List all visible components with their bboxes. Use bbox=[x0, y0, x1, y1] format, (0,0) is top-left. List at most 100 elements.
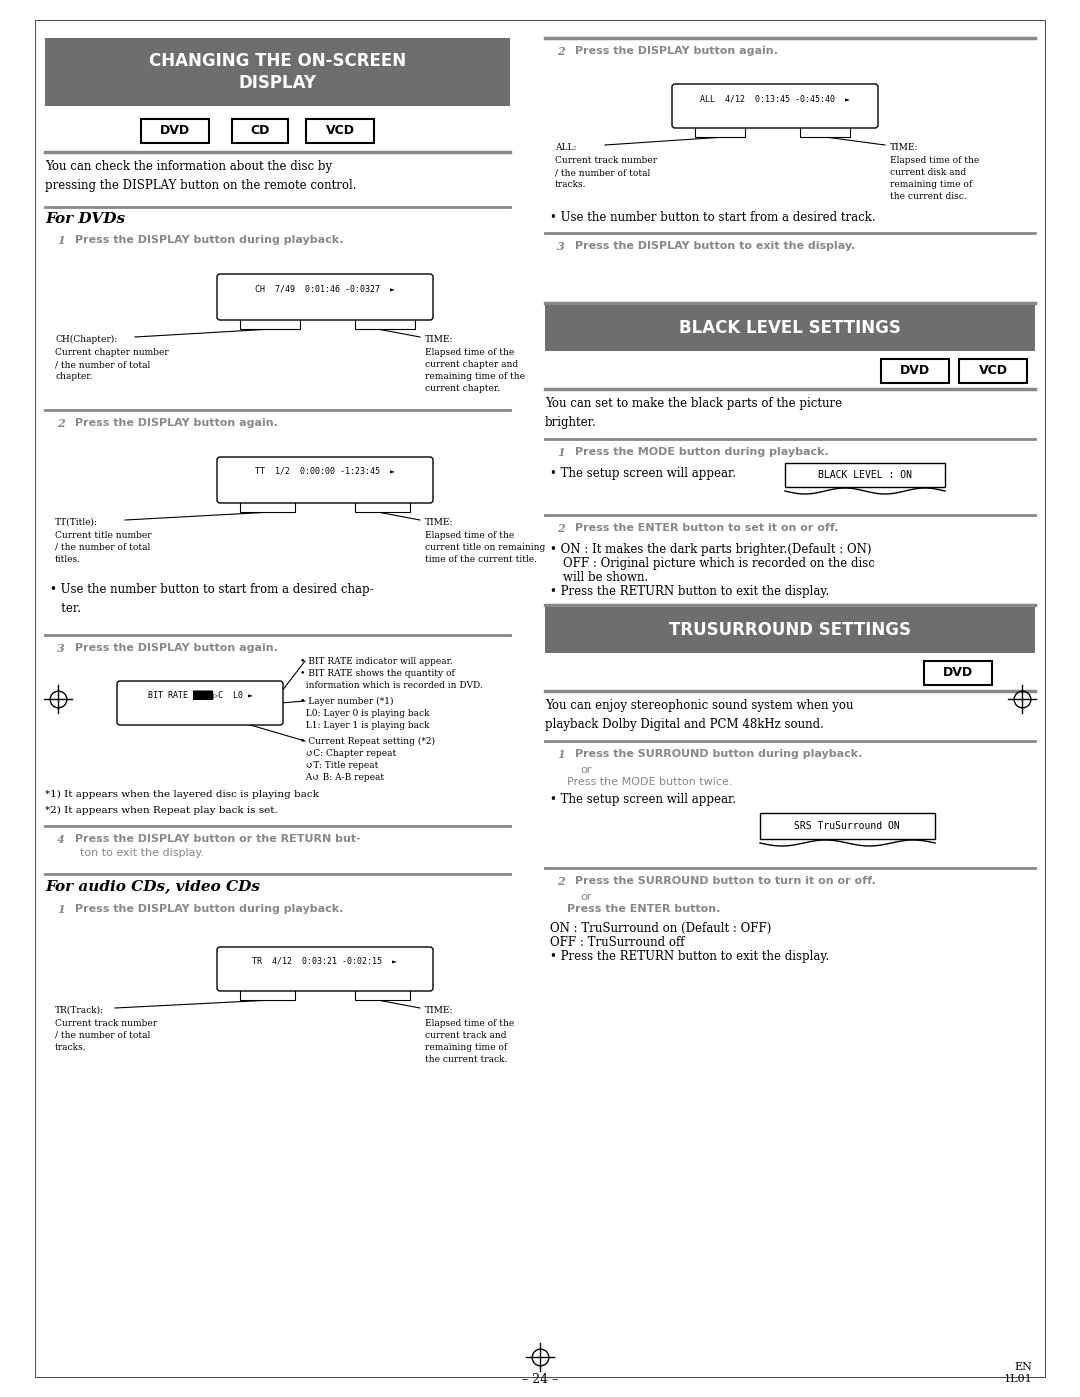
Text: • Press the RETURN button to exit the display.: • Press the RETURN button to exit the di… bbox=[550, 950, 829, 963]
Text: the current track.: the current track. bbox=[426, 1055, 508, 1065]
Text: 1: 1 bbox=[57, 235, 65, 246]
Text: OFF : TruSurround off: OFF : TruSurround off bbox=[550, 936, 685, 949]
Text: L1: Layer 1 is playing back: L1: Layer 1 is playing back bbox=[300, 721, 430, 731]
Text: TRUSURROUND SETTINGS: TRUSURROUND SETTINGS bbox=[669, 622, 912, 638]
Text: Current chapter number: Current chapter number bbox=[55, 348, 168, 358]
Text: current title on remaining: current title on remaining bbox=[426, 543, 545, 552]
Text: • Use the number button to start from a desired chap-
   ter.: • Use the number button to start from a … bbox=[50, 583, 374, 615]
Text: Press the DISPLAY button to exit the display.: Press the DISPLAY button to exit the dis… bbox=[575, 242, 855, 251]
Text: ton to exit the display.: ton to exit the display. bbox=[80, 848, 204, 858]
Text: Press the SURROUND button during playback.: Press the SURROUND button during playbac… bbox=[575, 749, 862, 759]
Text: • Press the RETURN button to exit the display.: • Press the RETURN button to exit the di… bbox=[550, 585, 829, 598]
Text: 2: 2 bbox=[557, 46, 565, 57]
Text: TT(Title):: TT(Title): bbox=[55, 518, 98, 527]
Text: • Layer number (*1): • Layer number (*1) bbox=[300, 697, 393, 705]
Text: Elapsed time of the: Elapsed time of the bbox=[890, 156, 980, 165]
Text: TR(Track):: TR(Track): bbox=[55, 1006, 104, 1016]
Bar bbox=[45, 38, 510, 106]
Bar bbox=[785, 462, 945, 488]
Text: Press the DISPLAY button again.: Press the DISPLAY button again. bbox=[75, 643, 278, 652]
Text: 1: 1 bbox=[557, 447, 565, 458]
FancyBboxPatch shape bbox=[217, 457, 433, 503]
Text: remaining time of: remaining time of bbox=[426, 1044, 508, 1052]
Bar bbox=[240, 317, 300, 330]
Bar bbox=[959, 359, 1027, 383]
Text: Press the DISPLAY button again.: Press the DISPLAY button again. bbox=[575, 46, 778, 56]
Text: ON : TruSurround on (Default : OFF): ON : TruSurround on (Default : OFF) bbox=[550, 922, 771, 935]
Text: • Use the number button to start from a desired track.: • Use the number button to start from a … bbox=[550, 211, 876, 224]
Text: • The setup screen will appear.: • The setup screen will appear. bbox=[550, 467, 737, 481]
Text: DVD: DVD bbox=[943, 666, 973, 679]
Bar bbox=[355, 988, 410, 1000]
Text: CH(Chapter):: CH(Chapter): bbox=[55, 335, 118, 344]
Text: • ON : It makes the dark parts brighter.(Default : ON): • ON : It makes the dark parts brighter.… bbox=[550, 543, 872, 556]
Text: 4: 4 bbox=[57, 834, 65, 845]
Text: Elapsed time of the: Elapsed time of the bbox=[426, 348, 514, 358]
Text: ↺T: Title repeat: ↺T: Title repeat bbox=[300, 761, 378, 770]
Text: Elapsed time of the: Elapsed time of the bbox=[426, 1018, 514, 1028]
Text: You can enjoy stereophonic sound system when you
playback Dolby Digital and PCM : You can enjoy stereophonic sound system … bbox=[545, 698, 853, 731]
Text: Press the DISPLAY button during playback.: Press the DISPLAY button during playback… bbox=[75, 235, 343, 244]
Text: 3: 3 bbox=[57, 643, 65, 654]
Text: Press the DISPLAY button or the RETURN but-: Press the DISPLAY button or the RETURN b… bbox=[75, 834, 361, 844]
Text: Press the ENTER button to set it on or off.: Press the ENTER button to set it on or o… bbox=[575, 522, 838, 534]
Text: Press the MODE button during playback.: Press the MODE button during playback. bbox=[575, 447, 828, 457]
Text: chapter.: chapter. bbox=[55, 372, 93, 381]
Text: 1: 1 bbox=[557, 749, 565, 760]
Text: TIME:: TIME: bbox=[426, 335, 454, 344]
Text: current chapter and: current chapter and bbox=[426, 360, 518, 369]
Text: current chapter.: current chapter. bbox=[426, 384, 500, 393]
Text: Press the DISPLAY button again.: Press the DISPLAY button again. bbox=[75, 418, 278, 427]
Bar bbox=[760, 813, 935, 840]
Text: or: or bbox=[580, 893, 592, 902]
Text: TR  4/12  0:03:21 -0:02:15  ►: TR 4/12 0:03:21 -0:02:15 ► bbox=[253, 957, 397, 965]
Text: • BIT RATE shows the quantity of: • BIT RATE shows the quantity of bbox=[300, 669, 455, 678]
Text: DVD: DVD bbox=[900, 365, 930, 377]
Bar bbox=[924, 661, 993, 685]
Text: Current title number: Current title number bbox=[55, 531, 151, 541]
Text: remaining time of the: remaining time of the bbox=[426, 372, 525, 381]
Text: Current track number: Current track number bbox=[55, 1018, 157, 1028]
Text: ALL:: ALL: bbox=[555, 142, 577, 152]
Text: Current track number: Current track number bbox=[555, 156, 657, 165]
Bar bbox=[881, 359, 949, 383]
Text: • The setup screen will appear.: • The setup screen will appear. bbox=[550, 793, 737, 806]
Text: A↺ B: A-B repeat: A↺ B: A-B repeat bbox=[300, 773, 384, 782]
Text: Press the ENTER button.: Press the ENTER button. bbox=[567, 904, 720, 914]
Text: CHANGING THE ON-SCREEN
DISPLAY: CHANGING THE ON-SCREEN DISPLAY bbox=[149, 52, 406, 92]
Text: VCD: VCD bbox=[978, 365, 1008, 377]
Text: 2: 2 bbox=[557, 522, 565, 534]
Text: ALL  4/12  0:13:45 -0:45:40  ►: ALL 4/12 0:13:45 -0:45:40 ► bbox=[700, 94, 850, 103]
Bar bbox=[355, 500, 410, 511]
Text: Press the DISPLAY button during playback.: Press the DISPLAY button during playback… bbox=[75, 904, 343, 914]
Text: EN
1L01: EN 1L01 bbox=[1003, 1362, 1032, 1384]
FancyBboxPatch shape bbox=[672, 84, 878, 129]
Text: 1: 1 bbox=[57, 904, 65, 915]
Text: TT  1/2  0:00:00 -1:23:45  ►: TT 1/2 0:00:00 -1:23:45 ► bbox=[255, 467, 395, 476]
Text: – 24 –: – 24 – bbox=[522, 1373, 558, 1386]
Text: CD: CD bbox=[251, 124, 270, 137]
Text: current disk and: current disk and bbox=[890, 168, 967, 177]
Text: 2: 2 bbox=[57, 418, 65, 429]
Text: remaining time of: remaining time of bbox=[890, 180, 972, 189]
Text: TIME:: TIME: bbox=[890, 142, 918, 152]
Bar bbox=[545, 608, 1035, 652]
Bar bbox=[545, 305, 1035, 351]
Text: • BIT RATE indicator will appear.: • BIT RATE indicator will appear. bbox=[300, 657, 453, 666]
Text: / the number of total: / the number of total bbox=[55, 1031, 150, 1039]
Text: You can set to make the black parts of the picture
brighter.: You can set to make the black parts of t… bbox=[545, 397, 842, 429]
Text: L0: Layer 0 is playing back: L0: Layer 0 is playing back bbox=[300, 710, 430, 718]
Text: • Current Repeat setting (*2): • Current Repeat setting (*2) bbox=[300, 738, 435, 746]
Text: tracks.: tracks. bbox=[55, 1044, 86, 1052]
Text: the current disc.: the current disc. bbox=[890, 191, 967, 201]
Bar bbox=[800, 124, 850, 137]
Text: tracks.: tracks. bbox=[555, 180, 586, 189]
Text: OFF : Original picture which is recorded on the disc: OFF : Original picture which is recorded… bbox=[563, 557, 875, 570]
Text: 3: 3 bbox=[557, 242, 565, 251]
Text: For audio CDs, video CDs: For audio CDs, video CDs bbox=[45, 879, 260, 893]
Bar bbox=[355, 317, 415, 330]
Bar bbox=[141, 119, 210, 142]
Text: TIME:: TIME: bbox=[426, 1006, 454, 1016]
Text: DVD: DVD bbox=[160, 124, 190, 137]
Text: titles.: titles. bbox=[55, 555, 81, 564]
